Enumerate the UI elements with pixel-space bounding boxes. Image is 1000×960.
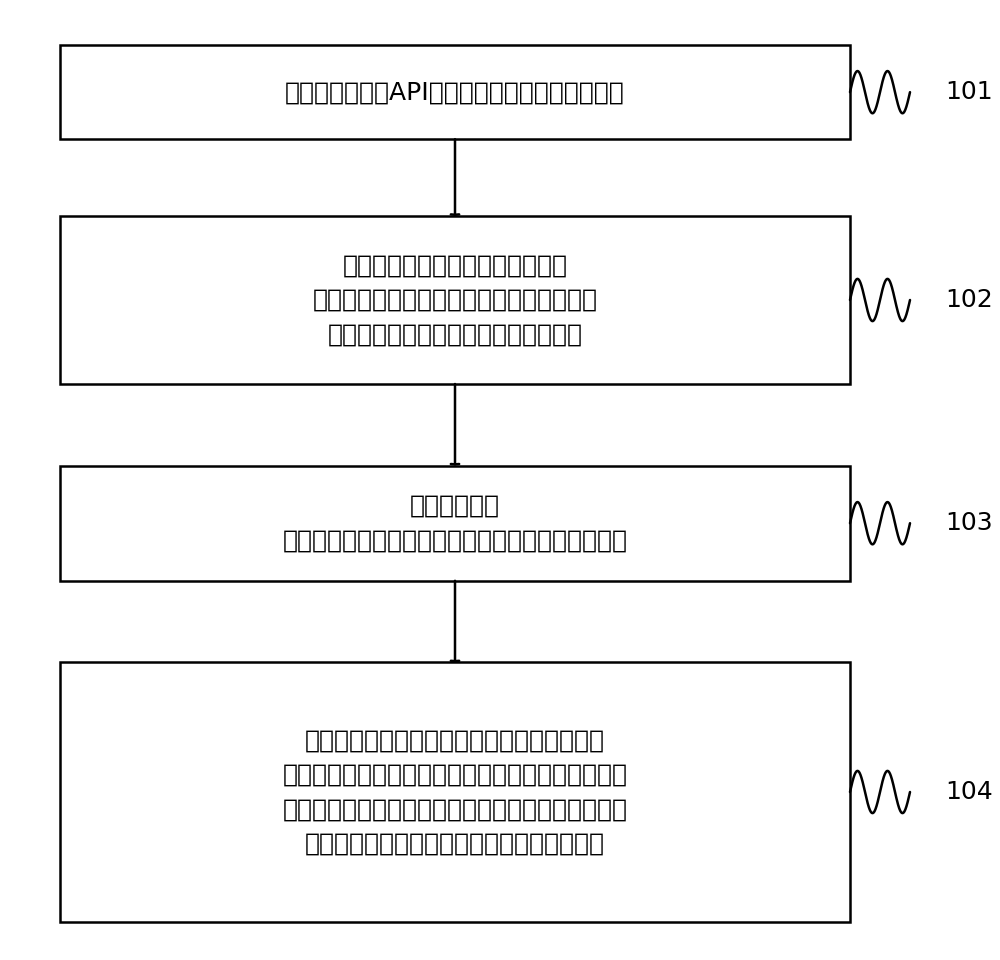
Text: 104: 104 <box>945 780 993 804</box>
Text: 102: 102 <box>945 288 993 312</box>
Text: 若所述结束节点所关联的全部路径参数的数量
满足通配阈值，根据所述临时通配节点，在所述访问
路径树中创建所述路径参数所对应的正式通配节点，
以构成经过所述正式通配: 若所述结束节点所关联的全部路径参数的数量 满足通配阈值，根据所述临时通配节点，在… <box>283 729 628 855</box>
FancyBboxPatch shape <box>60 466 850 581</box>
Text: 若匹配成功，
将所述路径参数关联到所述临时通配路径的结束节点: 若匹配成功， 将所述路径参数关联到所述临时通配路径的结束节点 <box>283 494 628 552</box>
Text: 在所述指定应用的访问路径树中，
匹配所述路径参数所对应的临时通配节点和
经过所述临时通配节点的临时通配路径: 在所述指定应用的访问路径树中， 匹配所述路径参数所对应的临时通配节点和 经过所述… <box>312 253 598 347</box>
FancyBboxPatch shape <box>60 662 850 922</box>
Text: 101: 101 <box>945 81 993 104</box>
Text: 确定指定应用的API访问路径中所包含的路径参数: 确定指定应用的API访问路径中所包含的路径参数 <box>285 81 625 104</box>
Text: 103: 103 <box>945 511 993 536</box>
FancyBboxPatch shape <box>60 216 850 384</box>
FancyBboxPatch shape <box>60 45 850 139</box>
